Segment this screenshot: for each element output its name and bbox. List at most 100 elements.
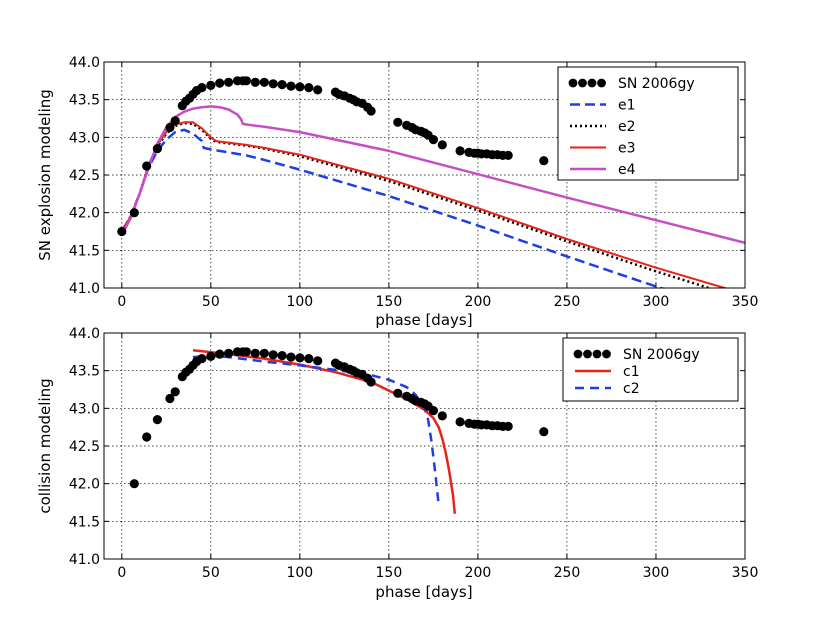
y-tick-label: 42.0 bbox=[69, 477, 100, 493]
x-tick-label: 0 bbox=[117, 565, 126, 581]
observed-point bbox=[206, 80, 216, 90]
observed-point bbox=[313, 356, 323, 366]
legend-label-c1: c1 bbox=[623, 364, 640, 380]
observed-point bbox=[286, 352, 296, 362]
observed-point bbox=[197, 83, 207, 93]
observed-point bbox=[142, 161, 152, 171]
y-tick-label: 43.5 bbox=[69, 364, 100, 380]
observed-point bbox=[197, 354, 207, 364]
collision-panel: 0 50 100 150 200 250 300 350 41.0 41.5 42.0 42.5 43… bbox=[36, 326, 758, 601]
legend-marker-observed bbox=[592, 349, 602, 359]
collision-series bbox=[192, 349, 457, 514]
series-line-c2 bbox=[192, 354, 440, 505]
observed-point bbox=[215, 349, 225, 359]
observed-point bbox=[455, 417, 465, 427]
observed-point bbox=[366, 377, 376, 387]
observed-point bbox=[117, 226, 127, 237]
legend-marker-observed bbox=[587, 78, 597, 88]
observed-point bbox=[268, 350, 278, 360]
collision-legend-box bbox=[562, 337, 739, 402]
observed-point bbox=[295, 82, 305, 92]
observed-point bbox=[152, 144, 162, 154]
observed-point bbox=[241, 347, 251, 357]
y-tick-label: 43.0 bbox=[69, 401, 100, 417]
observed-point bbox=[165, 393, 175, 404]
observed-point bbox=[295, 353, 305, 363]
observed-point bbox=[437, 140, 447, 150]
observed-point bbox=[129, 208, 139, 218]
y-tick-label: 41.5 bbox=[69, 243, 100, 259]
observed-point bbox=[259, 348, 269, 358]
legend-marker-observed bbox=[573, 349, 583, 359]
observed-point bbox=[437, 411, 447, 421]
observed-point bbox=[170, 116, 180, 126]
observed-point bbox=[539, 156, 549, 166]
x-tick-label: 350 bbox=[732, 294, 759, 310]
y-tick-label: 41.0 bbox=[69, 552, 100, 568]
observed-point bbox=[503, 421, 513, 431]
explosion-y-tick-labels: 41.0 41.5 42.0 42.5 43.0 43.5 44.0 bbox=[69, 55, 100, 297]
legend-label-observed: SN 2006gy bbox=[623, 347, 700, 363]
x-tick-label: 200 bbox=[465, 294, 492, 310]
series-line-c1 bbox=[192, 349, 457, 514]
observed-point bbox=[503, 150, 513, 160]
collision-y-tick-labels: 41.0 41.5 42.0 42.5 43.0 43.5 44.0 bbox=[69, 326, 100, 568]
legend-marker-observed bbox=[583, 349, 592, 359]
explosion-legend-box bbox=[557, 66, 739, 181]
observed-point bbox=[259, 77, 269, 87]
observed-point bbox=[277, 351, 287, 361]
x-tick-label: 50 bbox=[202, 294, 220, 310]
observed-point bbox=[268, 79, 278, 89]
x-tick-label: 100 bbox=[286, 294, 313, 310]
explosion-panel: 0 50 100 150 200 250 300 350 41.0 41.5 42.0 42.5 43… bbox=[36, 55, 758, 329]
y-tick-label: 44.0 bbox=[69, 55, 100, 71]
observed-point bbox=[224, 348, 234, 358]
x-tick-label: 150 bbox=[376, 294, 403, 310]
y-tick-label: 41.5 bbox=[69, 514, 100, 530]
observed-point bbox=[393, 388, 403, 398]
y-tick-label: 44.0 bbox=[69, 326, 100, 342]
observed-point bbox=[206, 351, 216, 361]
explosion-plot-frame bbox=[103, 61, 746, 289]
legend-marker-observed bbox=[597, 78, 606, 88]
observed-point bbox=[165, 122, 175, 133]
explosion-y-axis-label: SN explosion modeling bbox=[36, 89, 54, 261]
x-tick-label: 100 bbox=[286, 565, 313, 581]
x-tick-label: 50 bbox=[202, 565, 220, 581]
y-tick-label: 42.5 bbox=[69, 168, 100, 184]
observed-point bbox=[224, 77, 234, 87]
x-tick-label: 300 bbox=[643, 294, 670, 310]
observed-point bbox=[366, 106, 376, 116]
y-tick-label: 43.5 bbox=[69, 93, 100, 109]
x-tick-label: 0 bbox=[117, 294, 126, 310]
observed-point bbox=[428, 135, 438, 145]
legend-label-e3: e3 bbox=[618, 141, 636, 157]
observed-point bbox=[241, 76, 251, 86]
x-tick-label: 250 bbox=[554, 294, 581, 310]
y-tick-label: 42.0 bbox=[69, 206, 100, 222]
series-line-e2 bbox=[120, 121, 714, 288]
x-tick-label: 200 bbox=[465, 565, 492, 581]
explosion-observed-points bbox=[117, 76, 549, 237]
legend-label-e2: e2 bbox=[618, 119, 636, 135]
legend-label-e4: e4 bbox=[618, 162, 636, 178]
explosion-x-axis-label: phase [days] bbox=[375, 311, 472, 329]
x-tick-label: 350 bbox=[732, 565, 759, 581]
explosion-x-tick-labels: 0 50 100 150 200 250 300 350 bbox=[117, 294, 758, 310]
observed-point bbox=[539, 427, 549, 437]
collision-x-tick-labels: 0 50 100 150 200 250 300 350 bbox=[117, 565, 758, 581]
observed-point bbox=[304, 354, 314, 364]
observed-point bbox=[304, 83, 314, 93]
legend-marker-observed bbox=[568, 78, 578, 88]
legend-marker-observed bbox=[578, 78, 587, 88]
legend-label-observed: SN 2006gy bbox=[618, 76, 695, 92]
collision-plot-frame bbox=[103, 332, 746, 560]
y-tick-label: 41.0 bbox=[69, 281, 100, 297]
observed-point bbox=[170, 387, 180, 397]
x-tick-label: 150 bbox=[376, 565, 403, 581]
observed-point bbox=[129, 479, 139, 489]
observed-point bbox=[393, 117, 403, 127]
observed-point bbox=[428, 406, 438, 416]
